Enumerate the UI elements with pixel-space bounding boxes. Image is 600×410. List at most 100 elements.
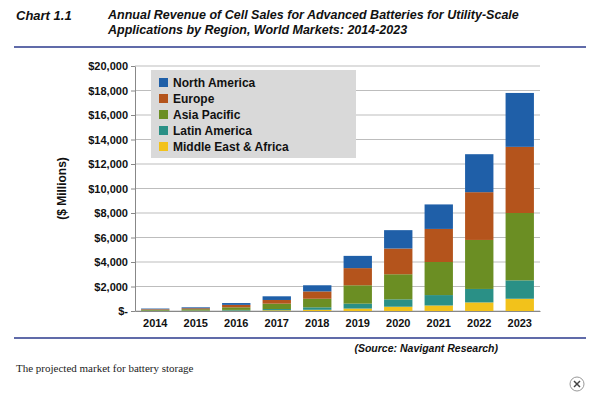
- bar: [344, 304, 372, 309]
- bar: [344, 309, 372, 311]
- bar: [425, 204, 453, 229]
- bar: [384, 299, 412, 306]
- bar: [425, 295, 453, 305]
- legend-swatch: [159, 78, 168, 87]
- x-tick-label: 2021: [427, 317, 451, 329]
- bar-series: [141, 147, 534, 310]
- legend-swatch: [159, 126, 168, 135]
- y-tick: $4,000: [94, 256, 135, 268]
- y-tick-mark: [131, 164, 135, 165]
- x-tick-label: 2019: [346, 317, 370, 329]
- legend-entry: Latin America: [159, 124, 252, 138]
- y-tick-mark: [131, 189, 135, 190]
- x-tick: 2015: [184, 317, 208, 329]
- bar: [222, 305, 250, 307]
- x-tick: 2017: [265, 317, 289, 329]
- bar: [425, 305, 453, 311]
- x-tick-label: 2020: [386, 317, 410, 329]
- y-tick-mark: [131, 238, 135, 239]
- y-tick: $20,000: [88, 60, 135, 72]
- chart-number: Chart 1.1: [16, 8, 72, 23]
- legend-box: [151, 70, 356, 158]
- bar: [303, 307, 331, 309]
- y-tick-label: $6,000: [94, 232, 128, 244]
- bar: [141, 310, 169, 311]
- bar: [465, 289, 493, 302]
- bar: [263, 310, 291, 311]
- close-button-stroke[interactable]: [574, 381, 580, 387]
- bar: [384, 230, 412, 248]
- header-rule: [14, 46, 586, 48]
- bar: [141, 308, 169, 310]
- y-axis-line: [135, 67, 136, 312]
- y-tick-mark: [131, 115, 135, 116]
- y-tick-mark: [131, 262, 135, 263]
- bar: [182, 307, 210, 309]
- legend-label: Latin America: [173, 124, 252, 138]
- bar: [182, 310, 210, 311]
- y-tick: $6,000: [94, 232, 135, 244]
- bar: [344, 256, 372, 268]
- bar: [222, 310, 250, 311]
- chart-title-line: Annual Revenue of Cell Sales for Advance…: [107, 8, 519, 22]
- bar: [384, 274, 412, 299]
- y-tick-label: $20,000: [88, 60, 128, 72]
- bar: [344, 285, 372, 303]
- x-tick: 2016: [224, 317, 248, 329]
- close-button-stroke[interactable]: [574, 381, 580, 387]
- y-tick-mark: [131, 140, 135, 141]
- close-button[interactable]: [570, 377, 584, 391]
- legend-label: Middle East & Africa: [173, 140, 289, 154]
- y-tick-label: $18,000: [88, 85, 128, 97]
- bar: [384, 307, 412, 311]
- y-tick-label: $8,000: [94, 207, 128, 219]
- bar: [506, 147, 534, 213]
- y-axis-title: ($ Millions): [55, 157, 69, 220]
- y-tick: $10,000: [88, 183, 135, 195]
- bar: [384, 249, 412, 275]
- grid: [135, 66, 540, 311]
- bar: [506, 299, 534, 311]
- bar: [425, 262, 453, 295]
- y-tick: $18,000: [88, 85, 135, 97]
- chart-title: Annual Revenue of Cell Sales for Advance…: [107, 8, 519, 37]
- bar: [465, 240, 493, 289]
- legend-swatch: [159, 110, 168, 119]
- bar: [141, 310, 169, 311]
- x-tick: 2023: [508, 317, 532, 329]
- x-tick-label: 2014: [143, 317, 168, 329]
- bar: [263, 309, 291, 310]
- x-tick: 2020: [386, 317, 410, 329]
- bar: [465, 154, 493, 192]
- caption: The projected market for battery storage: [16, 362, 194, 374]
- bar: [141, 309, 169, 311]
- x-tick-label: 2018: [305, 317, 329, 329]
- legend-label: Europe: [173, 92, 215, 106]
- bar: [344, 268, 372, 285]
- x-tick: 2014: [143, 317, 168, 329]
- y-axis: $-$2,000$4,000$6,000$8,000$10,000$12,000…: [88, 60, 135, 317]
- bar: [465, 192, 493, 240]
- bar: [506, 280, 534, 298]
- grid-line: [135, 66, 540, 67]
- legend-entry: Middle East & Africa: [159, 140, 289, 154]
- x-tick: 2021: [427, 317, 451, 329]
- y-tick-label: $12,000: [88, 158, 128, 170]
- chart-title-line: Applications by Region, World Markets: 2…: [107, 23, 407, 37]
- x-axis: 2014201520162017201820192020202120222023: [136, 312, 541, 329]
- x-tick-label: 2017: [265, 317, 289, 329]
- y-tick: $-: [118, 305, 135, 317]
- y-tick: $14,000: [88, 134, 135, 146]
- bar: [506, 213, 534, 280]
- bar: [465, 302, 493, 311]
- legend: North AmericaEuropeAsia PacificLatin Ame…: [151, 70, 356, 158]
- close-button-circle[interactable]: [570, 377, 584, 391]
- y-tick-label: $16,000: [88, 109, 128, 121]
- bar: [263, 304, 291, 309]
- legend-swatch: [159, 142, 168, 151]
- bar: [222, 303, 250, 305]
- x-tick: 2019: [346, 317, 370, 329]
- bar: [303, 299, 331, 308]
- legend-entry: Asia Pacific: [159, 108, 241, 122]
- x-tick-label: 2016: [224, 317, 248, 329]
